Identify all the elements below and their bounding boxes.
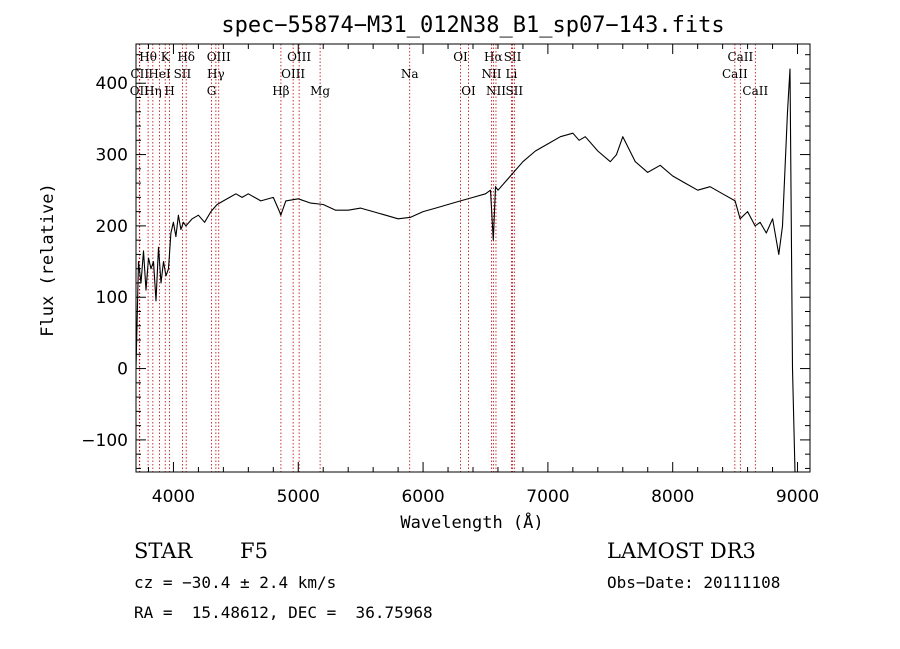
y-tick-label: 300 xyxy=(96,146,128,166)
plot-frame xyxy=(135,43,811,473)
spectral-line-label: OIII xyxy=(207,50,231,64)
spectral-line-label: Hβ xyxy=(272,84,289,98)
spectral-line-label: Mg xyxy=(310,84,330,98)
object-class: STAR xyxy=(134,539,193,563)
spectral-line-label: NII xyxy=(486,84,506,98)
x-tick-label: 7000 xyxy=(526,487,569,507)
spectral-line-label: SII xyxy=(174,67,192,81)
y-tick-label: 200 xyxy=(96,217,128,237)
spectral-line-label: Hγ xyxy=(207,67,225,81)
axes: 4000 5000 6000 7000 8000 9000 −100 0 100 200 300 40… xyxy=(81,44,819,507)
observation-date: Obs−Date: 20111108 xyxy=(607,573,781,592)
spectral-line-label: H xyxy=(164,84,174,98)
x-tick-label: 4000 xyxy=(152,487,195,507)
spectral-line-label: Hη xyxy=(144,84,162,98)
spectral-line-label: OI xyxy=(461,84,476,98)
object-subclass: F5 xyxy=(240,539,268,563)
x-tick-label: 5000 xyxy=(277,487,320,507)
spectral-line-label: G xyxy=(207,84,217,98)
spectral-line-label: OI xyxy=(453,50,468,64)
x-tick-label: 8000 xyxy=(651,487,694,507)
y-tick-label: 100 xyxy=(96,288,128,308)
x-axis-label: Wavelength (Å) xyxy=(400,511,543,533)
sky-coordinates: RA = 15.48612, DEC = 36.75968 xyxy=(134,603,433,622)
y-tick-label: 0 xyxy=(117,360,128,380)
spectral-line-label: Hθ xyxy=(139,50,157,64)
y-tick-label: −100 xyxy=(81,431,128,451)
spectral-line-label: OIII xyxy=(281,67,305,81)
spectral-line-label: CaII xyxy=(722,67,748,81)
spectral-line-label: NII xyxy=(481,67,501,81)
spectral-line-label: SII xyxy=(505,84,523,98)
spectral-line-label: CaII xyxy=(742,84,768,98)
x-tick-label: 6000 xyxy=(401,487,444,507)
spectrum-series xyxy=(136,68,800,472)
spectral-line-label: HeI xyxy=(148,67,171,81)
spectral-line-label: OII xyxy=(130,84,150,98)
redshift-velocity: cz = −30.4 ± 2.4 km/s xyxy=(134,573,337,592)
series-line-flux xyxy=(136,68,800,472)
spectral-line-label: K xyxy=(161,50,171,64)
spectral-line-label: Li xyxy=(506,67,518,81)
survey-label: LAMOST DR3 xyxy=(607,539,756,563)
y-tick-label: 400 xyxy=(96,74,128,94)
spectral-line-label: CaII xyxy=(727,50,753,64)
y-axis-label: Flux (relative) xyxy=(38,183,58,337)
spectral-line-label: Na xyxy=(401,67,419,81)
spectral-line-label: OIII xyxy=(287,50,311,64)
x-tick-label: 9000 xyxy=(776,487,819,507)
chart-title: spec−55874−M31_012N38_B1_sp07−143.fits xyxy=(221,13,724,38)
spectral-line-label: Hδ xyxy=(177,50,195,64)
spectral-line-label: Hα xyxy=(484,50,503,64)
spectral-line-label: SII xyxy=(504,50,522,64)
spectral-line-label: CII xyxy=(130,67,149,81)
